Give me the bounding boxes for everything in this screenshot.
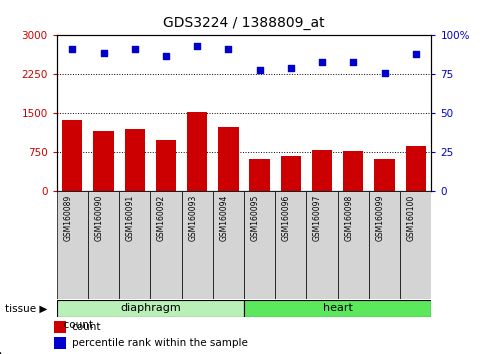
Text: GSM160092: GSM160092 <box>157 194 166 241</box>
Bar <box>125 129 145 191</box>
Point <box>131 47 139 52</box>
Point <box>350 59 357 65</box>
Bar <box>218 127 239 191</box>
Text: GSM160096: GSM160096 <box>282 194 291 241</box>
Bar <box>187 112 208 191</box>
Point <box>224 47 232 52</box>
Bar <box>54 337 66 349</box>
Text: GSM160093: GSM160093 <box>188 194 197 241</box>
Text: GSM160090: GSM160090 <box>95 194 104 241</box>
Bar <box>244 300 431 317</box>
Text: GSM160099: GSM160099 <box>376 194 385 241</box>
Text: percentile rank within the sample: percentile rank within the sample <box>71 338 247 348</box>
Point <box>193 44 201 49</box>
Bar <box>181 191 213 299</box>
Text: GSM160094: GSM160094 <box>219 194 228 241</box>
Bar <box>93 131 114 191</box>
Bar <box>249 159 270 191</box>
Text: diaphragm: diaphragm <box>120 303 181 313</box>
Bar <box>281 156 301 191</box>
Text: tissue ▶: tissue ▶ <box>5 303 47 313</box>
Bar <box>312 150 332 191</box>
Text: GDS3224 / 1388809_at: GDS3224 / 1388809_at <box>163 16 325 30</box>
Bar <box>62 120 82 191</box>
Point <box>381 70 388 76</box>
Bar <box>54 321 66 333</box>
Bar <box>150 191 181 299</box>
Bar <box>213 191 244 299</box>
Text: heart: heart <box>323 303 352 313</box>
Point <box>162 53 170 58</box>
Point <box>100 50 107 55</box>
Bar <box>338 191 369 299</box>
Point <box>318 59 326 65</box>
Bar <box>406 146 426 191</box>
Bar <box>369 191 400 299</box>
Bar <box>156 140 176 191</box>
Bar <box>374 160 395 191</box>
Text: GSM160100: GSM160100 <box>407 194 416 241</box>
Text: GSM160089: GSM160089 <box>63 194 72 241</box>
Text: GSM160098: GSM160098 <box>344 194 353 241</box>
Point <box>256 67 264 73</box>
Point <box>287 65 295 71</box>
Text: GSM160095: GSM160095 <box>250 194 260 241</box>
Bar <box>275 191 307 299</box>
Bar <box>88 191 119 299</box>
Text: count: count <box>71 322 101 332</box>
Bar <box>343 151 363 191</box>
Point <box>412 51 420 57</box>
Bar <box>244 191 275 299</box>
Bar <box>57 300 244 317</box>
Point <box>69 47 76 52</box>
Bar <box>119 191 150 299</box>
Bar <box>400 191 431 299</box>
Bar <box>57 191 88 299</box>
Text: GSM160091: GSM160091 <box>126 194 135 241</box>
Text: GSM160097: GSM160097 <box>313 194 322 241</box>
Bar <box>307 191 338 299</box>
Text: count: count <box>57 320 93 330</box>
